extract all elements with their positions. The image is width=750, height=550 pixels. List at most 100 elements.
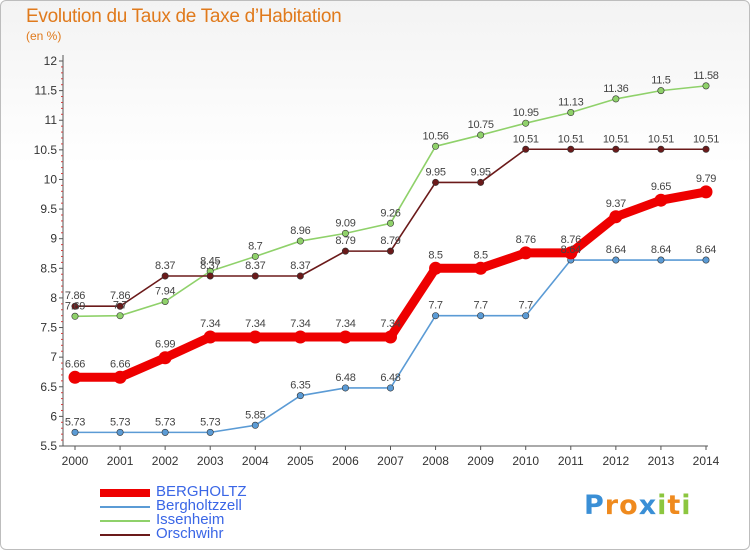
data-label: 7.7 <box>519 300 534 312</box>
y-tick-label: 6.5 <box>40 380 57 394</box>
x-tick-label: 2014 <box>693 454 720 468</box>
y-tick-label: 11 <box>45 113 58 127</box>
data-point <box>522 145 530 153</box>
data-label: 8.79 <box>380 235 400 247</box>
data-label: 9.09 <box>335 217 355 229</box>
chart-title: Evolution du Taux de Taxe d’Habitation <box>26 6 342 27</box>
data-label: 7.69 <box>65 300 85 312</box>
data-label: 9.95 <box>425 166 445 178</box>
y-tick-label: 10 <box>44 172 58 186</box>
data-point <box>386 219 394 227</box>
data-label: 6.99 <box>155 339 175 351</box>
data-label: 7.7 <box>428 300 443 312</box>
data-point <box>161 297 169 305</box>
data-label: 7.34 <box>380 318 400 330</box>
data-point <box>116 312 124 320</box>
data-point <box>251 252 259 260</box>
data-label: 6.48 <box>335 372 355 384</box>
data-point <box>612 95 620 103</box>
legend-item-issenheim: Issenheim <box>100 511 300 528</box>
data-label: 6.66 <box>110 358 130 370</box>
data-point <box>702 145 710 153</box>
legend-swatch <box>100 506 150 508</box>
data-label: 7.86 <box>110 290 130 302</box>
data-point <box>702 256 710 264</box>
data-label: 8.45 <box>200 255 220 267</box>
data-label: 11.13 <box>558 97 583 109</box>
data-point <box>612 145 620 153</box>
data-label: 8.79 <box>335 235 355 247</box>
x-tick-label: 2002 <box>152 454 179 468</box>
data-point <box>116 302 124 310</box>
data-label: 8.37 <box>290 260 310 272</box>
series-line <box>75 148 706 308</box>
data-point <box>71 302 79 310</box>
legend-label: BERGHOLTZ <box>156 483 247 500</box>
proxiti-logo: Proxiti <box>584 490 692 521</box>
data-point <box>341 247 349 255</box>
data-point <box>657 256 665 264</box>
data-point <box>161 428 169 436</box>
data-point <box>702 82 710 90</box>
legend-swatch <box>100 489 150 497</box>
series-bergholtz <box>68 185 713 384</box>
data-label: 5.73 <box>200 416 220 428</box>
data-label: 9.79 <box>696 173 716 185</box>
data-point <box>206 428 214 436</box>
data-label: 9.65 <box>651 181 671 193</box>
data-label: 7.94 <box>155 285 175 297</box>
data-point <box>474 261 488 275</box>
legend-label: Bergholtzzell <box>156 497 242 514</box>
data-point <box>248 330 262 344</box>
data-label: 8.64 <box>696 244 716 256</box>
data-label: 7.34 <box>200 318 220 330</box>
data-point <box>296 392 304 400</box>
x-tick-label: 2000 <box>62 454 89 468</box>
data-label: 8.64 <box>651 244 671 256</box>
legend-swatch <box>100 520 150 522</box>
data-point <box>699 185 713 199</box>
data-label: 11.36 <box>603 83 628 95</box>
data-point <box>206 272 214 280</box>
y-tick-label: 7 <box>50 350 57 364</box>
x-tick-label: 2008 <box>422 454 449 468</box>
data-label: 8.7 <box>248 240 263 252</box>
data-point <box>609 210 623 224</box>
y-tick-label: 8.5 <box>40 261 57 275</box>
series-orschwihr <box>71 145 710 310</box>
x-tick-label: 2006 <box>332 454 359 468</box>
data-point <box>341 229 349 237</box>
data-point <box>384 330 397 344</box>
legend-item-bergholtzzell: Bergholtzzell <box>100 497 300 514</box>
data-point <box>116 428 124 436</box>
data-point <box>386 247 394 255</box>
x-tick-label: 2004 <box>242 454 269 468</box>
x-tick-label: 2009 <box>467 454 494 468</box>
data-point <box>519 246 533 260</box>
data-point <box>251 421 259 429</box>
data-point <box>386 384 394 392</box>
data-point <box>338 330 352 344</box>
y-tick-label: 9 <box>50 232 57 246</box>
data-point <box>654 193 668 207</box>
data-label: 7.34 <box>335 318 355 330</box>
data-point <box>564 246 578 260</box>
data-point <box>161 272 169 280</box>
data-label: 8.5 <box>473 249 488 261</box>
data-label: 8.37 <box>200 260 220 272</box>
y-tick-label: 8 <box>50 291 57 305</box>
data-point <box>612 256 620 264</box>
data-point <box>68 370 82 384</box>
data-point <box>432 178 440 186</box>
data-point <box>113 370 127 384</box>
data-point <box>522 312 530 320</box>
data-label: 10.51 <box>558 133 584 145</box>
y-tick-label: 9.5 <box>40 202 57 216</box>
data-point <box>296 272 304 280</box>
data-label: 5.73 <box>155 416 175 428</box>
x-tick-label: 2010 <box>512 454 539 468</box>
y-tick-label: 6 <box>50 409 57 423</box>
data-label: 7.34 <box>245 318 265 330</box>
